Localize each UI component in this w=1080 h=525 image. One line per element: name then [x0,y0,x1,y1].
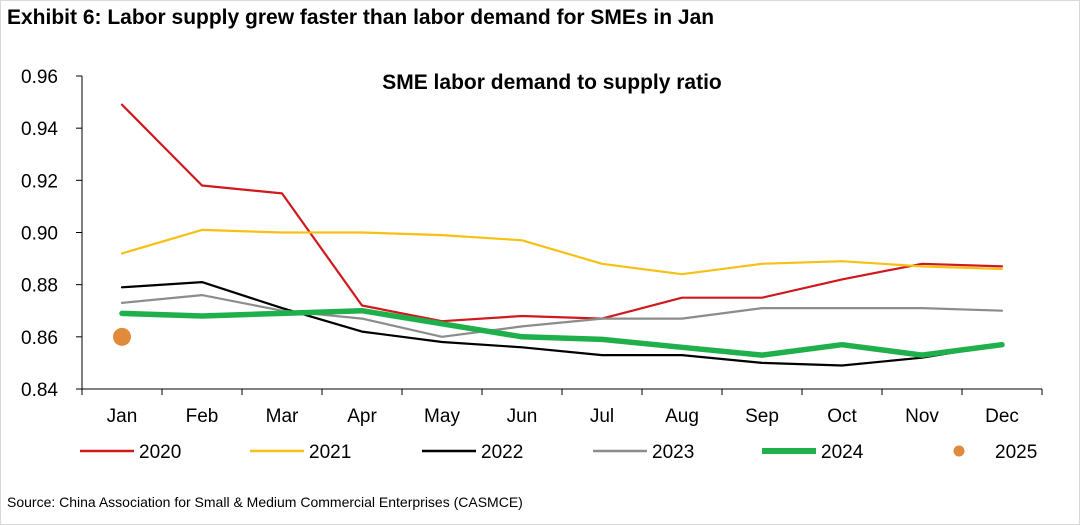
x-tick-label: Jul [590,406,614,427]
series-layer [113,103,1005,367]
x-tick-label: Jan [107,406,138,427]
legend-label-2021: 2021 [309,442,351,463]
x-tick-label: Oct [827,406,857,427]
series-2023-line [120,294,1004,338]
x-tick-label: Jun [507,406,538,427]
x-tick-label: Sep [745,406,779,427]
x-tick-label: Nov [905,406,939,427]
series-2020-line [120,103,1004,323]
series-2024-line [119,307,1005,358]
legend-swatch-2025 [953,445,965,457]
legend-label-2025: 2025 [995,442,1037,463]
chart-title: SME labor demand to supply ratio [382,71,722,94]
series-2021-line [120,228,1004,276]
legend-label-2020: 2020 [139,442,181,463]
legend-label-2023: 2023 [652,442,694,463]
exhibit-title: Exhibit 6: Labor supply grew faster than… [7,6,715,29]
x-tick-label: Apr [347,406,377,427]
legend: 2020 2021 2022 2023 2024 2025 [80,442,1037,463]
legend-label-2022: 2022 [481,442,523,463]
source-note: Source: China Association for Small & Me… [7,494,523,510]
y-tick-label: 0.94 [21,119,58,140]
y-tick-label: 0.86 [21,328,58,349]
legend-label-2024: 2024 [821,442,864,463]
x-tick-label: Mar [266,406,299,427]
x-tick-label: Feb [186,406,219,427]
y-tick-label: 0.90 [21,224,58,245]
axes: 0.84 0.86 0.88 0.90 0.92 0.94 0.96 Jan Feb Mar Apr… [21,67,1043,427]
y-tick-label: 0.88 [21,276,58,297]
y-tick-label: 0.92 [21,171,58,192]
x-tick-label: Aug [665,406,699,427]
x-tick-label: May [424,406,460,427]
y-tick-label: 0.84 [21,380,58,401]
x-tick-label: Dec [985,406,1019,427]
series-2025-point [113,327,131,346]
series-2022-line [120,281,1004,367]
y-tick-label: 0.96 [21,67,58,88]
